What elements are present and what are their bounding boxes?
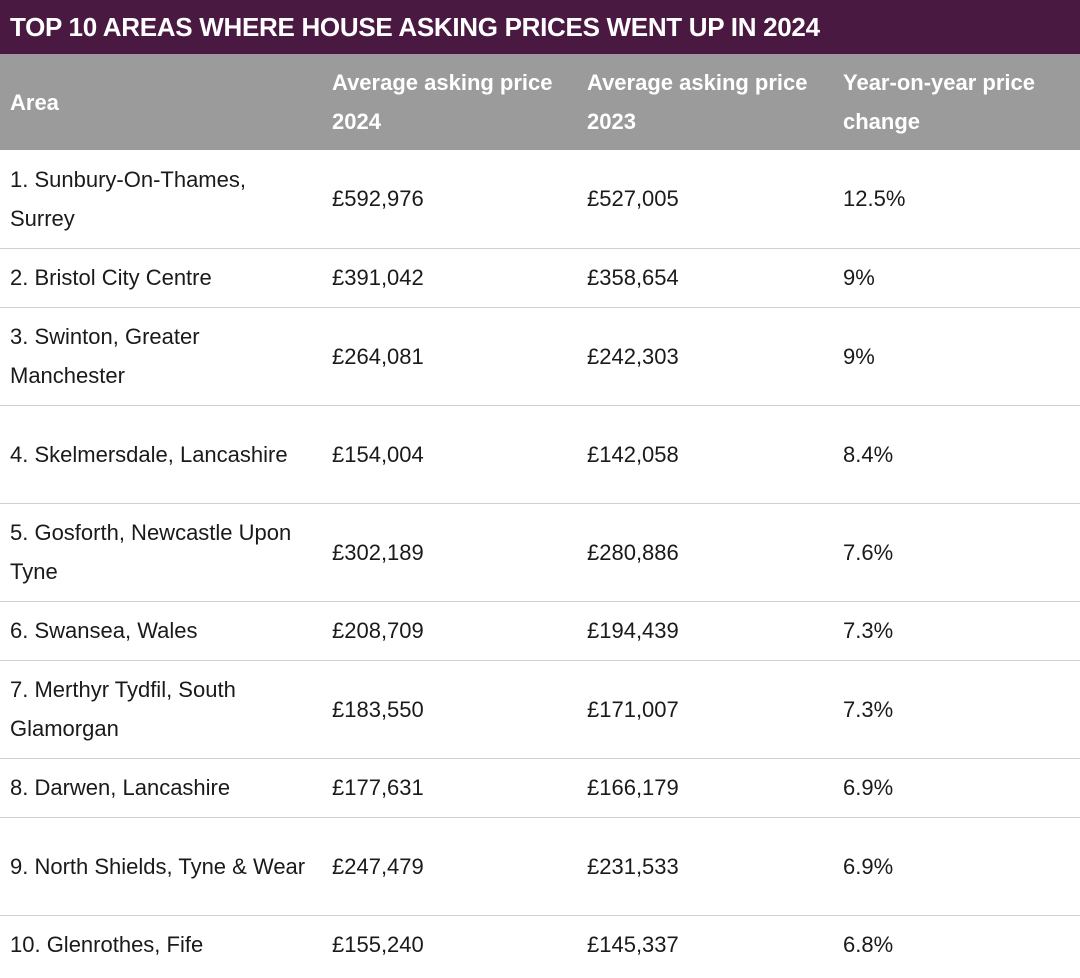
asking-price-table: Area Average asking price 2024 Average a… bbox=[0, 54, 1080, 974]
cell-price-2023: £242,303 bbox=[577, 307, 833, 406]
table-row: 2. Bristol City Centre £391,042 £358,654… bbox=[0, 248, 1080, 308]
cell-price-2024: £592,976 bbox=[322, 150, 577, 249]
table-row: 6. Swansea, Wales £208,709 £194,439 7.3% bbox=[0, 601, 1080, 661]
cell-price-2024: £177,631 bbox=[322, 758, 577, 818]
table-row: 5. Gosforth, Newcastle Upon Tyne £302,18… bbox=[0, 503, 1080, 602]
cell-price-2024: £155,240 bbox=[332, 932, 424, 958]
table-row: 3. Swinton, Greater Manchester £264,081 … bbox=[0, 307, 1080, 406]
cell-area: 3. Swinton, Greater Manchester bbox=[0, 307, 322, 406]
cell-change: 6.9% bbox=[833, 817, 1080, 916]
cell-area: 10. Glenrothes, Fife bbox=[10, 932, 204, 958]
cell-area: 6. Swansea, Wales bbox=[0, 601, 322, 661]
cell-price-2024: £154,004 bbox=[322, 405, 577, 504]
cell-area: 8. Darwen, Lancashire bbox=[0, 758, 322, 818]
cell-price-2023: £166,179 bbox=[577, 758, 833, 818]
cell-change: 7.6% bbox=[833, 503, 1080, 602]
table-body: 1. Sunbury-On-Thames, Surrey £592,976 £5… bbox=[0, 150, 1080, 974]
cell-area: 9. North Shields, Tyne & Wear bbox=[0, 817, 322, 916]
cell-price-2024: £247,479 bbox=[322, 817, 577, 916]
cell-change: 8.4% bbox=[833, 405, 1080, 504]
cell-price-2023: £142,058 bbox=[577, 405, 833, 504]
cell-price-2024: £302,189 bbox=[322, 503, 577, 602]
cell-area: 5. Gosforth, Newcastle Upon Tyne bbox=[0, 503, 322, 602]
cell-price-2023: £358,654 bbox=[577, 248, 833, 308]
header-price-2023: Average asking price 2023 bbox=[587, 70, 808, 134]
header-row: Area Average asking price 2024 Average a… bbox=[0, 54, 1080, 150]
table-row: 4. Skelmersdale, Lancashire £154,004 £14… bbox=[0, 405, 1080, 504]
table-row: 1. Sunbury-On-Thames, Surrey £592,976 £5… bbox=[0, 150, 1080, 249]
cell-price-2024: £183,550 bbox=[322, 660, 577, 759]
table-row: 7. Merthyr Tydfil, South Glamorgan £183,… bbox=[0, 660, 1080, 759]
table-row: 10. Glenrothes, Fife £155,240 £145,337 6… bbox=[0, 915, 1080, 974]
cell-price-2023: £280,886 bbox=[577, 503, 833, 602]
cell-change: 7.3% bbox=[833, 601, 1080, 661]
header-area: Area bbox=[10, 89, 59, 115]
cell-price-2023: £145,337 bbox=[587, 932, 679, 958]
header-change: Year-on-year price change bbox=[843, 70, 1035, 134]
cell-price-2023: £231,533 bbox=[577, 817, 833, 916]
cell-area: 4. Skelmersdale, Lancashire bbox=[0, 405, 322, 504]
cell-price-2023: £171,007 bbox=[577, 660, 833, 759]
cell-change: 9% bbox=[833, 248, 1080, 308]
cell-change: 12.5% bbox=[833, 150, 1080, 249]
cell-price-2024: £264,081 bbox=[322, 307, 577, 406]
cell-area: 2. Bristol City Centre bbox=[0, 248, 322, 308]
cell-price-2023: £194,439 bbox=[577, 601, 833, 661]
header-price-2024: Average asking price 2024 bbox=[332, 70, 553, 134]
cell-change: 6.8% bbox=[843, 932, 894, 958]
table-row: 8. Darwen, Lancashire £177,631 £166,179 … bbox=[0, 758, 1080, 818]
cell-price-2023: £527,005 bbox=[577, 150, 833, 249]
cell-area: 1. Sunbury-On-Thames, Surrey bbox=[0, 150, 322, 249]
cell-change: 7.3% bbox=[833, 660, 1080, 759]
cell-change: 6.9% bbox=[833, 758, 1080, 818]
table-row: 9. North Shields, Tyne & Wear £247,479 £… bbox=[0, 817, 1080, 916]
cell-area: 7. Merthyr Tydfil, South Glamorgan bbox=[0, 660, 322, 759]
cell-change: 9% bbox=[833, 307, 1080, 406]
cell-price-2024: £391,042 bbox=[322, 248, 577, 308]
table-header: Area Average asking price 2024 Average a… bbox=[0, 54, 1080, 150]
table-title: TOP 10 AREAS WHERE HOUSE ASKING PRICES W… bbox=[0, 0, 1080, 54]
cell-price-2024: £208,709 bbox=[322, 601, 577, 661]
